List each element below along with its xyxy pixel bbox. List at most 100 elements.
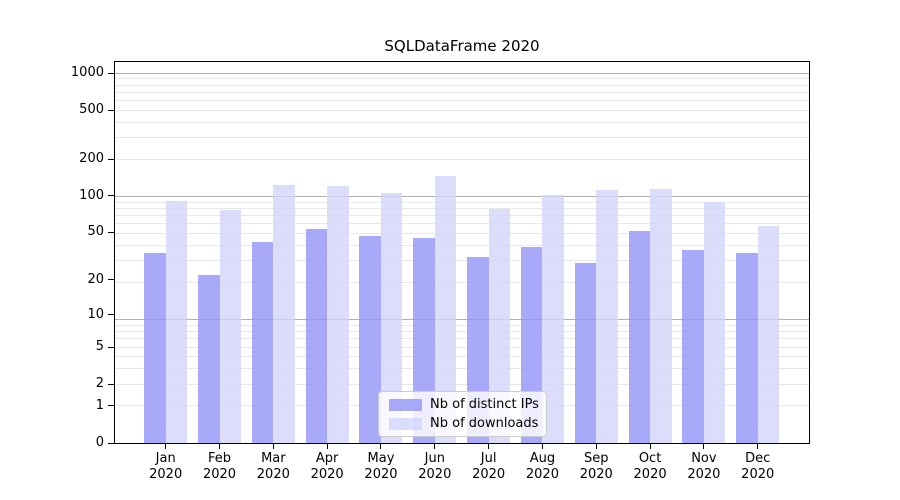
y-axis-tick <box>108 109 114 111</box>
x-axis-tick-label: Jan 2020 <box>149 451 183 482</box>
bar-jul-downloads <box>488 209 511 443</box>
x-axis-tick <box>541 444 543 449</box>
gridline-minor <box>115 137 809 139</box>
x-axis-tick <box>326 444 328 449</box>
bar-may-downloads <box>380 193 403 443</box>
x-axis-tick-label: Oct 2020 <box>633 451 667 482</box>
legend-swatch-downloads <box>389 417 422 430</box>
gridline-minor <box>115 368 809 370</box>
x-axis-tick-label: Nov 2020 <box>687 451 721 482</box>
legend-item-downloads: Nb of downloads <box>389 416 539 431</box>
y-axis-tick <box>108 314 114 316</box>
legend-label-distinct-ips: Nb of distinct IPs <box>430 397 539 412</box>
gridline-minor <box>115 282 809 284</box>
bar-dec-downloads <box>757 225 780 443</box>
gridline-minor <box>115 383 809 385</box>
y-axis-tick <box>108 195 114 197</box>
y-axis-tick-label: 5 <box>95 339 104 355</box>
gridline-minor <box>115 244 809 246</box>
x-axis-tick <box>434 444 436 449</box>
y-axis-tick-label: 20 <box>87 271 104 287</box>
gridline-major <box>115 72 809 74</box>
gridline-minor <box>115 109 809 111</box>
gridline-minor <box>115 215 809 217</box>
y-axis-tick <box>108 346 114 348</box>
x-axis-tick <box>488 444 490 449</box>
bar-oct-distinct-ips <box>628 231 651 443</box>
gridline-minor <box>115 121 809 123</box>
bar-aug-downloads <box>542 195 564 443</box>
y-axis-tick-label: 0 <box>95 435 104 450</box>
gridline-minor <box>115 346 809 348</box>
bar-jan-distinct-ips <box>144 252 166 443</box>
bar-jun-downloads <box>434 176 457 443</box>
x-axis-tick-label: Jun 2020 <box>418 451 452 482</box>
bar-oct-downloads <box>650 189 672 443</box>
x-axis-tick <box>703 444 705 449</box>
x-axis-tick <box>649 444 651 449</box>
x-axis-tick-label: Feb 2020 <box>202 451 237 482</box>
y-axis-tick <box>108 279 114 281</box>
x-axis-tick-label: Aug 2020 <box>525 451 559 482</box>
x-axis-tick-label: Apr 2020 <box>310 451 344 482</box>
gridline-minor <box>115 356 809 358</box>
x-axis-tick <box>219 444 221 449</box>
x-axis-tick <box>165 444 167 449</box>
legend-label-downloads: Nb of downloads <box>430 416 539 431</box>
x-axis-tick-label: May 2020 <box>364 451 398 482</box>
gridline-minor <box>115 78 809 80</box>
x-axis-tick <box>757 444 759 449</box>
bar-sep-distinct-ips <box>574 262 597 443</box>
gridline-minor <box>115 91 809 93</box>
bar-sep-downloads <box>596 189 618 443</box>
gridline-minor <box>115 158 809 160</box>
y-axis-tick <box>108 158 114 160</box>
x-axis-tick <box>272 444 274 449</box>
gridline-minor <box>115 223 809 225</box>
gridline-minor <box>115 99 809 101</box>
gridline-minor <box>115 201 809 203</box>
y-axis-tick-label: 200 <box>79 151 104 167</box>
bar-mar-distinct-ips <box>251 241 274 443</box>
y-axis-tick-label: 1000 <box>70 65 104 81</box>
plot-area <box>114 61 810 444</box>
bar-nov-distinct-ips <box>682 249 704 443</box>
gridline-minor <box>115 207 809 209</box>
gridline-minor <box>115 324 809 326</box>
bar-dec-distinct-ips <box>736 252 758 443</box>
x-axis-tick <box>380 444 382 449</box>
y-axis-tick <box>108 72 114 74</box>
chart-title: SQLDataFrame 2020 <box>384 37 540 55</box>
x-axis-tick-label: Sep 2020 <box>579 451 613 482</box>
y-axis-tick-label: 2 <box>95 376 104 392</box>
bar-mar-downloads <box>273 185 295 443</box>
gridline-minor <box>115 84 809 86</box>
y-axis-tick-label: 50 <box>87 224 104 240</box>
x-axis-tick <box>595 444 597 449</box>
bar-feb-distinct-ips <box>198 275 220 443</box>
gridline-minor <box>115 338 809 340</box>
legend: Nb of distinct IPs Nb of downloads <box>378 391 547 437</box>
legend-item-distinct-ips: Nb of distinct IPs <box>389 397 539 412</box>
gridline-minor <box>115 233 809 235</box>
x-axis-tick-label: Dec 2020 <box>741 451 775 482</box>
gridline-minor <box>115 260 809 262</box>
y-axis-tick <box>108 383 114 385</box>
y-axis-tick-label: 10 <box>87 306 104 322</box>
y-axis-tick-label: 500 <box>79 102 104 118</box>
bar-apr-downloads <box>327 186 349 443</box>
y-axis-tick <box>108 405 114 407</box>
gridline-major <box>115 195 809 197</box>
bar-feb-downloads <box>219 210 242 443</box>
x-axis-tick-label: Jul 2020 <box>472 451 506 482</box>
bar-jan-downloads <box>165 201 188 443</box>
y-axis-tick-label: 1 <box>95 397 104 413</box>
bar-apr-distinct-ips <box>305 229 328 443</box>
gridline-minor <box>115 331 809 333</box>
bar-may-distinct-ips <box>359 235 381 443</box>
x-axis-tick-label: Mar 2020 <box>256 451 290 482</box>
y-axis-tick-label: 100 <box>79 187 104 203</box>
gridline-major <box>115 319 809 321</box>
legend-swatch-distinct-ips <box>389 398 422 411</box>
